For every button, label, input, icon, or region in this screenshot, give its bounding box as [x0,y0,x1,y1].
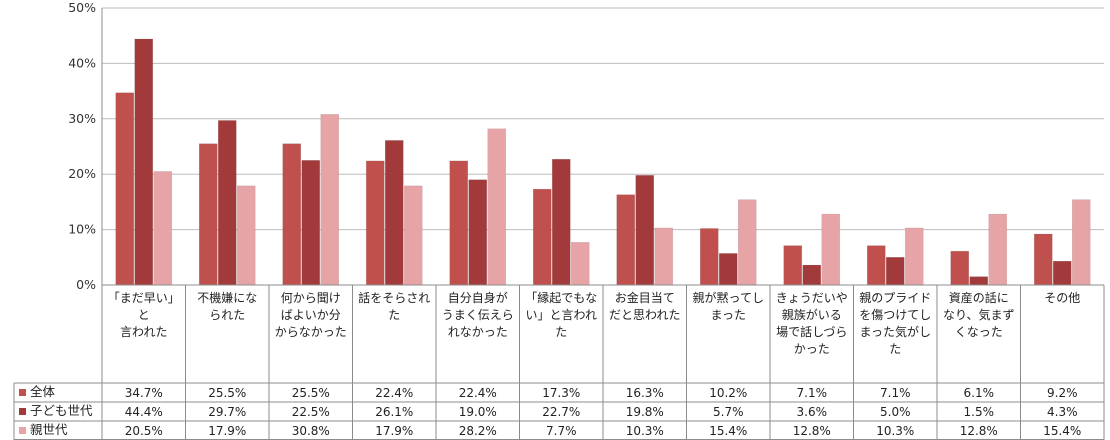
bar [616,194,636,286]
bar [115,92,135,286]
data-label: 7.1% [796,386,828,400]
category-label: 話をそらされ た [358,291,431,322]
bar [1052,260,1072,286]
legend-swatch [19,408,26,415]
bar [468,179,488,286]
bar [532,188,552,286]
bar [384,140,404,286]
y-tick-label: 40% [68,55,96,70]
y-tick-label: 10% [68,222,96,237]
bar [802,264,822,286]
category-label: その他 [1044,291,1081,305]
bar [635,175,655,286]
data-label: 25.5% [291,386,330,400]
legend-label: 全体 [30,384,56,399]
data-label: 5.0% [880,405,911,419]
data-label: 4.3% [1047,405,1078,419]
data-label: 1.5% [963,405,995,419]
bar [236,185,256,286]
data-label: 22.7% [542,405,581,419]
category-label: 親が黙ってし まった [692,291,764,322]
data-label: 10.3% [625,424,664,438]
legend-label: 親世代 [30,422,68,437]
bar [365,160,385,286]
category-label: 「まだ早い」と 言われた [107,291,180,339]
bar [718,253,738,286]
data-label: 7.7% [546,424,577,438]
category-label: お金目当て だと思われた [609,291,681,322]
data-label: 22.4% [458,386,497,400]
bars [115,38,1091,286]
data-label: 3.6% [796,405,828,419]
bar [904,227,924,286]
data-label: 34.7% [124,386,163,400]
data-label: 9.2% [1047,386,1078,400]
data-label: 15.4% [709,424,748,438]
data-label: 25.5% [208,386,247,400]
data-label: 44.4% [124,405,163,419]
data-label: 12.8% [792,424,831,438]
bar [885,256,905,286]
category-label: 自分自身が うまく伝えら れなかった [441,291,514,339]
bar [821,213,841,286]
data-label: 28.2% [458,424,497,438]
y-tick-label: 50% [68,0,96,15]
bar [282,143,302,286]
data-label: 26.1% [375,405,414,419]
category-label: 何から聞け ばよいか分 からなかった [274,291,347,339]
y-tick-label: 30% [68,111,96,126]
data-label: 30.8% [291,424,330,438]
bar [1033,233,1053,286]
legend-swatch [19,427,26,434]
category-label: 親のプライド を傷つけてし まった気がし た [859,291,932,356]
data-label: 29.7% [208,405,247,419]
data-label: 19.0% [458,405,497,419]
y-tick-label: 20% [68,166,96,181]
bar [134,38,154,286]
data-label: 22.4% [375,386,414,400]
bar [320,114,340,286]
data-label: 17.9% [208,424,247,438]
data-label: 16.3% [625,386,664,400]
data-label: 19.8% [625,405,664,419]
bar [570,242,590,286]
bar [737,199,757,286]
bar [699,228,719,286]
data-label: 17.9% [375,424,414,438]
data-label: 10.2% [709,386,748,400]
legend-label: 子ども世代 [30,403,93,418]
data-label: 17.3% [542,386,581,400]
category-label: きょうだいや 親族がいる 場で話しづら かった [775,291,848,356]
bar [783,245,803,286]
bar [988,213,1008,286]
category-label: 不機嫌にな られた [197,291,258,322]
category-label: 「縁起でもな い」と言われ た [525,291,598,339]
bar [198,143,218,286]
data-label: 7.1% [880,386,911,400]
data-label: 15.4% [1043,424,1082,438]
bar [449,160,469,286]
bar [487,128,507,286]
bar [950,250,970,286]
bar [301,160,321,286]
legend-swatch [19,389,26,396]
category-label: 資産の話に なり、気まず くなった [942,291,1015,339]
data-label: 12.8% [959,424,998,438]
bar [654,227,674,286]
data-label: 20.5% [124,424,163,438]
bar [153,171,173,286]
y-tick-label: 0% [76,277,96,292]
bar [551,158,571,286]
bar [1071,199,1091,286]
y-axis-ticks: 0% 10% 20% 30% 40% 50% [68,0,96,292]
data-label: 5.7% [713,405,744,419]
data-label: 6.1% [963,386,995,400]
bar [866,245,886,286]
data-label: 10.3% [876,424,915,438]
data-label: 22.5% [291,405,330,419]
bar [403,185,423,286]
bar [217,120,237,286]
bar [969,276,989,286]
